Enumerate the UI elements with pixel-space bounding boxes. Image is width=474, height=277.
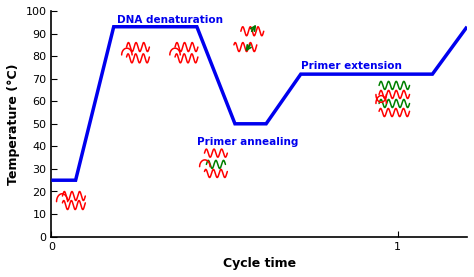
Y-axis label: Temperature (°C): Temperature (°C) [7, 63, 20, 184]
X-axis label: Cycle time: Cycle time [223, 257, 296, 270]
Text: DNA denaturation: DNA denaturation [117, 16, 223, 25]
Text: Primer extension: Primer extension [301, 61, 401, 71]
Text: Primer annealing: Primer annealing [197, 137, 298, 147]
